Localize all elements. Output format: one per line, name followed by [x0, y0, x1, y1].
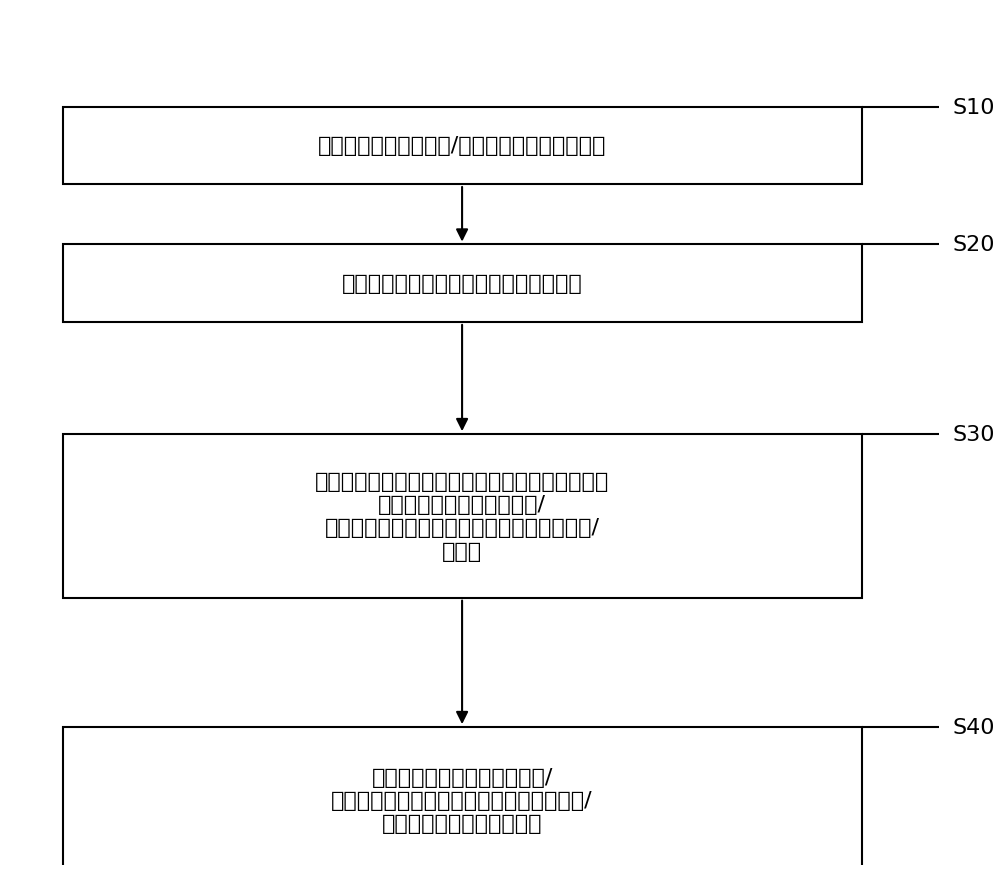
FancyBboxPatch shape	[63, 434, 862, 598]
Text: S10: S10	[952, 97, 995, 117]
Text: S20: S20	[952, 235, 995, 255]
FancyBboxPatch shape	[63, 108, 862, 185]
Text: 将生长完成的石墨烯薄膜从处理完成的铜箔衬底上
转移至处理完成的二氧化硅/
硅衬底上，以得到沉积石墨烯薄膜的二氧化硅/
硅衬底: 将生长完成的石墨烯薄膜从处理完成的铜箔衬底上 转移至处理完成的二氧化硅/ 硅衬底…	[315, 472, 609, 561]
Text: 在处理完成的铜箔衬底上生长石墨烯薄膜: 在处理完成的铜箔衬底上生长石墨烯薄膜	[342, 274, 582, 294]
FancyBboxPatch shape	[63, 727, 862, 869]
FancyBboxPatch shape	[63, 245, 862, 322]
Text: S30: S30	[952, 425, 995, 444]
Text: 对铜箔衬底和二氧化硅/硅衬底分别进行清洁处理: 对铜箔衬底和二氧化硅/硅衬底分别进行清洁处理	[318, 136, 606, 156]
Text: 在沉积石墨烯薄膜的二氧化硅/
硅衬底上生长二硫化钼薄膜，以得到石墨烯/
二硫化钼异质结半导体薄膜: 在沉积石墨烯薄膜的二氧化硅/ 硅衬底上生长二硫化钼薄膜，以得到石墨烯/ 二硫化钼…	[331, 767, 593, 833]
Text: S40: S40	[952, 717, 995, 737]
